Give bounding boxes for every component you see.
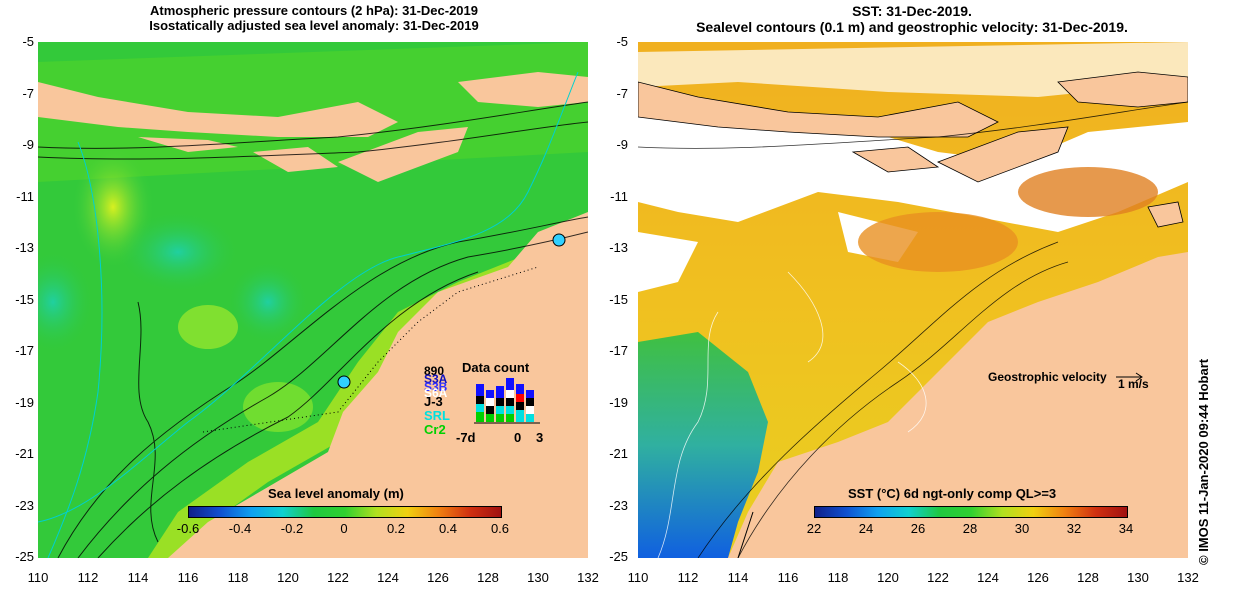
right-y-tick: -7 <box>616 86 628 101</box>
right-y-tick: -5 <box>616 34 628 49</box>
velocity-scale-arrow <box>1116 372 1143 382</box>
left-x-tick: 110 <box>27 570 49 585</box>
left-title: Atmospheric pressure contours (2 hPa): 3… <box>40 3 588 33</box>
count-bar <box>496 386 504 422</box>
data-count-title: Data count <box>462 360 530 375</box>
left-x-tick: 114 <box>127 570 149 585</box>
right-y-tick: -21 <box>609 446 628 461</box>
sst-colorbar <box>814 506 1128 518</box>
sst-colorbar-title: SST (°C) 6d ngt-only comp QL>=3 <box>848 486 1057 501</box>
left-x-tick: 128 <box>477 570 499 585</box>
right-y-tick: -15 <box>609 292 628 307</box>
data-count-bars <box>474 378 540 424</box>
mission-label-srl: SRL <box>424 408 450 423</box>
left-x-tick: 116 <box>177 570 199 585</box>
sst-colorbar-label: 32 <box>1066 521 1082 536</box>
sla-colorbar <box>188 506 502 518</box>
sst-map-graphic <box>638 42 1188 558</box>
mission-label-s6a: S6A <box>424 386 448 400</box>
sla-colorbar-label: 0 <box>340 521 348 536</box>
right-x-tick: 110 <box>627 570 649 585</box>
sla-colorbar-label: -0.4 <box>228 521 252 536</box>
sla-colorbar-label: 0.4 <box>438 521 458 536</box>
sla-colorbar-label: -0.2 <box>280 521 304 536</box>
left-title-line1: Atmospheric pressure contours (2 hPa): 3… <box>150 3 478 18</box>
count-bar <box>476 384 484 422</box>
imos-credit: © IMOS 11-Jan-2020 09:44 Hobart <box>1196 358 1211 565</box>
mission-label-j3: J-3 <box>424 394 443 409</box>
sla-colorbar-label: 0.6 <box>490 521 510 536</box>
velocity-legend-label: Geostrophic velocity <box>988 370 1107 384</box>
right-y-tick: -11 <box>610 189 628 204</box>
left-y-tick: -9 <box>22 137 34 152</box>
right-title: SST: 31-Dec-2019. Sealevel contours (0.1… <box>638 3 1186 35</box>
sst-colorbar-label: 24 <box>858 521 874 536</box>
sst-colorbar-label: 30 <box>1014 521 1030 536</box>
left-y-tick: -15 <box>15 292 34 307</box>
left-y-tick: -25 <box>15 549 34 564</box>
right-title-line2: Sealevel contours (0.1 m) and geostrophi… <box>696 19 1128 35</box>
right-x-tick: 124 <box>977 570 999 585</box>
sst-colorbar-label: 26 <box>910 521 926 536</box>
count-bar <box>506 378 514 422</box>
right-y-tick: -25 <box>609 549 628 564</box>
left-y-tick: -11 <box>16 189 34 204</box>
left-y-tick: -13 <box>15 240 34 255</box>
left-y-tick: -5 <box>22 34 34 49</box>
left-x-tick: 130 <box>527 570 549 585</box>
left-x-tick: 118 <box>227 570 249 585</box>
left-x-tick: 122 <box>327 570 349 585</box>
right-y-tick: -23 <box>609 498 628 513</box>
right-y-tick: -17 <box>609 343 628 358</box>
right-x-tick: 112 <box>677 570 699 585</box>
sst-map <box>638 42 1188 558</box>
count-bar <box>526 390 534 422</box>
left-x-tick: 132 <box>577 570 599 585</box>
right-x-tick: 118 <box>827 570 849 585</box>
left-x-tick: 112 <box>77 570 99 585</box>
right-x-tick: 126 <box>1027 570 1049 585</box>
right-y-tick: -13 <box>609 240 628 255</box>
count-axis-zero: 0 <box>514 430 522 445</box>
sst-colorbar-label: 34 <box>1118 521 1134 536</box>
sla-colorbar-label: 0.2 <box>386 521 406 536</box>
mission-label-s3b: S3B <box>424 380 448 394</box>
mission-label-cr2: Cr2 <box>424 422 446 437</box>
mission-overlay-label: 890 <box>424 364 445 378</box>
sla-colorbar-title: Sea level anomaly (m) <box>268 486 404 501</box>
sla-colorbar-label: -0.6 <box>176 521 200 536</box>
left-title-line2: Isostatically adjusted sea level anomaly… <box>149 18 479 33</box>
left-y-tick: -19 <box>15 395 34 410</box>
left-x-tick: 124 <box>377 570 399 585</box>
right-x-tick: 122 <box>927 570 949 585</box>
right-title-line1: SST: 31-Dec-2019. <box>852 3 972 19</box>
count-bar <box>516 384 524 422</box>
right-x-tick: 120 <box>877 570 899 585</box>
data-count-inset: Data count 890 S3A S3B S6A J-3 SRL Cr2 -… <box>420 360 550 450</box>
left-y-tick: -21 <box>15 446 34 461</box>
sea-level-anomaly-map <box>38 42 588 558</box>
sla-map-graphic <box>38 42 588 558</box>
right-y-tick: -9 <box>616 137 628 152</box>
right-y-tick: -19 <box>609 395 628 410</box>
left-y-tick: -23 <box>15 498 34 513</box>
left-x-tick: 120 <box>277 570 299 585</box>
right-x-tick: 116 <box>777 570 799 585</box>
right-x-tick: 128 <box>1077 570 1099 585</box>
right-x-tick: 130 <box>1127 570 1149 585</box>
left-y-tick: -17 <box>15 343 34 358</box>
mission-label-s3a: S3A <box>424 372 448 386</box>
count-bar <box>486 390 494 422</box>
left-y-tick: -7 <box>22 86 34 101</box>
velocity-scale-label: 1 m/s <box>1118 377 1149 391</box>
right-x-tick: 132 <box>1177 570 1199 585</box>
count-axis-start: -7d <box>456 430 476 445</box>
sst-colorbar-label: 28 <box>962 521 978 536</box>
sst-colorbar-label: 22 <box>806 521 822 536</box>
right-x-tick: 114 <box>727 570 749 585</box>
left-x-tick: 126 <box>427 570 449 585</box>
count-axis-end: 3 <box>536 430 544 445</box>
